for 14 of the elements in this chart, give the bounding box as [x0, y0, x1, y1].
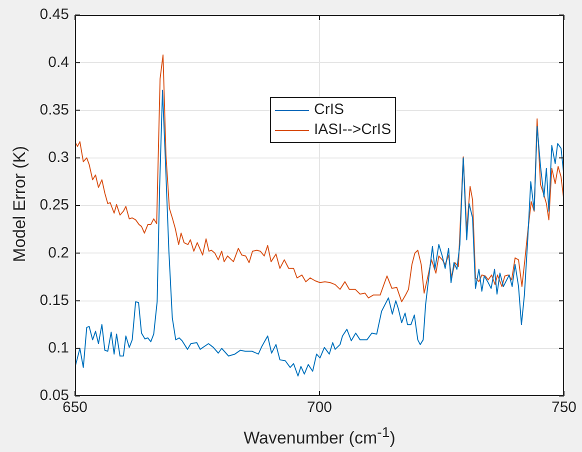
y-tick-label: 0.1 — [48, 340, 69, 357]
x-tick-label: 750 — [551, 399, 577, 416]
x-tick-label: 700 — [306, 399, 332, 416]
legend-label: IASI-->CrIS — [314, 120, 392, 140]
y-tick-label: 0.4 — [48, 54, 69, 71]
y-axis-title: Model Error (K) — [10, 144, 30, 264]
x-axis-title: Wavenumber (cm$^{-1}$) — [242, 425, 396, 449]
legend-label: CrIS — [314, 100, 344, 120]
y-tick-label: 0.35 — [40, 101, 69, 118]
y-tick-label: 0.45 — [40, 6, 69, 24]
y-tick-label: 0.2 — [48, 244, 69, 262]
y-tick-label: 0.3 — [48, 149, 69, 166]
y-tick-label: 0.15 — [40, 292, 69, 309]
y-tick-label: 0.25 — [40, 196, 69, 214]
